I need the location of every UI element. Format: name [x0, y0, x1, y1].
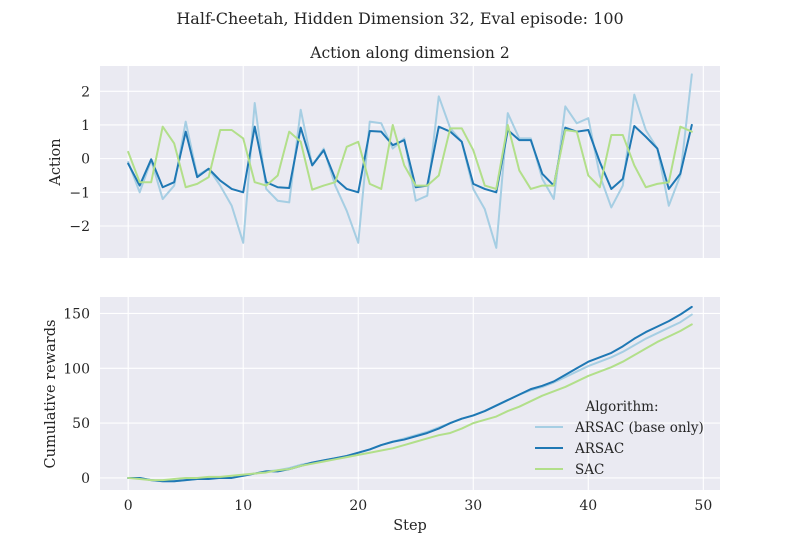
action-line-sac	[127, 123, 693, 191]
action-tick-labels: −2 −1 0 1 2	[69, 84, 90, 235]
rewards-tick-labels: 0 10 20 30 40 50 0 50 100 150	[63, 306, 712, 514]
action-y-tick-label: 1	[81, 118, 90, 134]
action-y-tick-label: 2	[81, 84, 90, 100]
x-tick-label: 50	[694, 498, 712, 514]
x-tick-label: 0	[124, 498, 133, 514]
action-series	[127, 73, 693, 249]
rewards-y-tick-label: 150	[63, 306, 90, 322]
legend-label-arsac-base-only: ARSAC (base only)	[574, 420, 704, 436]
action-plot-title: Action along dimension 2	[309, 44, 509, 62]
action-y-tick-label: −2	[69, 219, 90, 235]
action-y-tick-label: 0	[81, 152, 90, 168]
legend-entries: ARSAC (base only) ARSAC SAC	[535, 420, 704, 478]
action-y-axis-label: Action	[48, 138, 64, 186]
rewards-line-arsac	[127, 305, 693, 483]
rewards-y-axis-label: Cumulative rewards	[43, 320, 59, 469]
x-tick-label: 20	[349, 498, 367, 514]
legend-title: Algorithm:	[584, 399, 658, 415]
legend-label-sac: SAC	[575, 462, 604, 478]
legend: Algorithm: ARSAC (base only) ARSAC SAC	[535, 399, 704, 478]
rewards-line-sac	[127, 323, 693, 482]
figure-suptitle: Half-Cheetah, Hidden Dimension 32, Eval …	[176, 9, 623, 28]
rewards-series	[127, 305, 693, 483]
x-tick-label: 30	[464, 498, 482, 514]
action-line-arsac-base-only	[127, 73, 693, 249]
rewards-y-tick-label: 50	[72, 416, 90, 432]
action-line-arsac	[127, 123, 693, 194]
x-axis-label: Step	[393, 518, 427, 534]
action-grid	[100, 66, 720, 258]
legend-label-arsac: ARSAC	[574, 441, 624, 457]
rewards-plot-area	[100, 297, 720, 490]
x-tick-label: 40	[579, 498, 597, 514]
rewards-y-tick-label: 0	[81, 471, 90, 487]
action-subplot: Action along dimension 2 −2 −1 0 1 2 Action	[48, 44, 720, 258]
rewards-y-tick-label: 100	[63, 361, 90, 377]
x-tick-label: 10	[234, 498, 252, 514]
action-y-tick-label: −1	[69, 185, 90, 201]
